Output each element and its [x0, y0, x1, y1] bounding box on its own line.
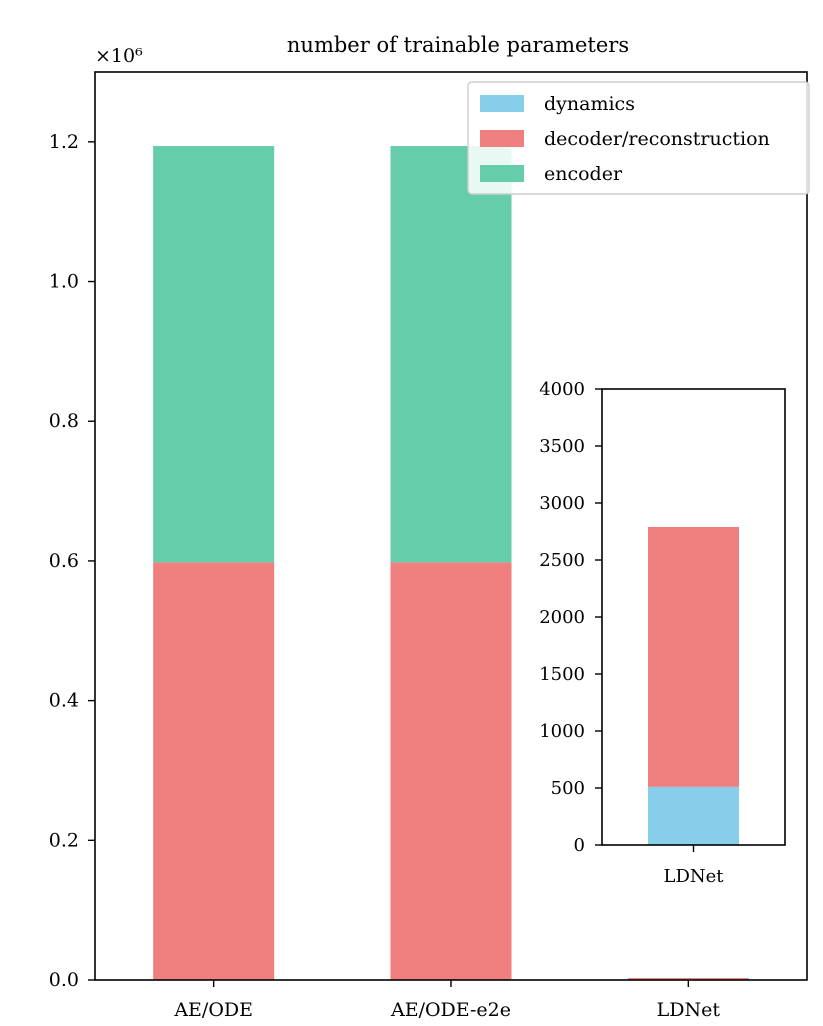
legend-swatch: [480, 130, 524, 147]
y-tick-label: 0.8: [49, 410, 79, 432]
y-offset-label: ×10⁶: [95, 45, 143, 67]
y-tick-label: 0.2: [49, 829, 79, 851]
bar-encoder-1: [390, 146, 512, 563]
legend-label: encoder: [544, 163, 623, 185]
legend: dynamics decoder/reconstruction encoder: [467, 81, 810, 195]
y-tick-label: 0.6: [49, 550, 79, 572]
inset-y-tick-label: 0: [574, 835, 585, 856]
y-tick-label: 0.0: [49, 969, 79, 991]
inset-y-tick-label: 1000: [539, 721, 585, 742]
inset-y-tick-label: 2000: [539, 607, 585, 628]
inset-chart: 0 500 1000 1500 2000 2500 3000 3500 4000 LDNet: [539, 379, 786, 887]
y-tick-label: 1.0: [49, 271, 79, 293]
inset-y-tick-label: 1500: [539, 664, 585, 685]
chart-title: number of trainable parameters: [287, 33, 629, 57]
bar-decoder-1: [390, 562, 512, 980]
inset-bar-dynamics: [648, 786, 739, 845]
inset-y-tick-label: 4000: [539, 379, 585, 400]
inset-y-tick-label: 3000: [539, 493, 585, 514]
bar-decoder-0: [153, 562, 275, 980]
bar-encoder-0: [153, 146, 275, 563]
main-axes: 0.0 0.2 0.4 0.6 0.8 1.0 1.2 AE/ODE AE/ODE-e2e LDN…: [49, 71, 808, 1021]
main-bars: [153, 146, 749, 981]
inset-y-tick-label: 2500: [539, 550, 585, 571]
y-tick-label: 0.4: [49, 690, 79, 712]
x-tick-label: AE/ODE: [173, 999, 253, 1021]
x-tick-label: LDNet: [657, 999, 721, 1021]
legend-label: decoder/reconstruction: [544, 128, 770, 150]
x-tick-label: AE/ODE-e2e: [390, 999, 511, 1021]
legend-box: [467, 81, 810, 195]
legend-label: dynamics: [544, 93, 635, 115]
inset-x-tick-label: LDNet: [663, 866, 724, 887]
y-tick-label: 1.2: [49, 131, 79, 153]
inset-y-tick-label: 500: [551, 778, 585, 799]
legend-swatch: [480, 165, 524, 182]
inset-y-tick-label: 3500: [539, 436, 585, 457]
bar-decoder-2: [627, 978, 749, 980]
inset-bar-decoder: [648, 526, 739, 787]
legend-swatch: [480, 95, 524, 112]
